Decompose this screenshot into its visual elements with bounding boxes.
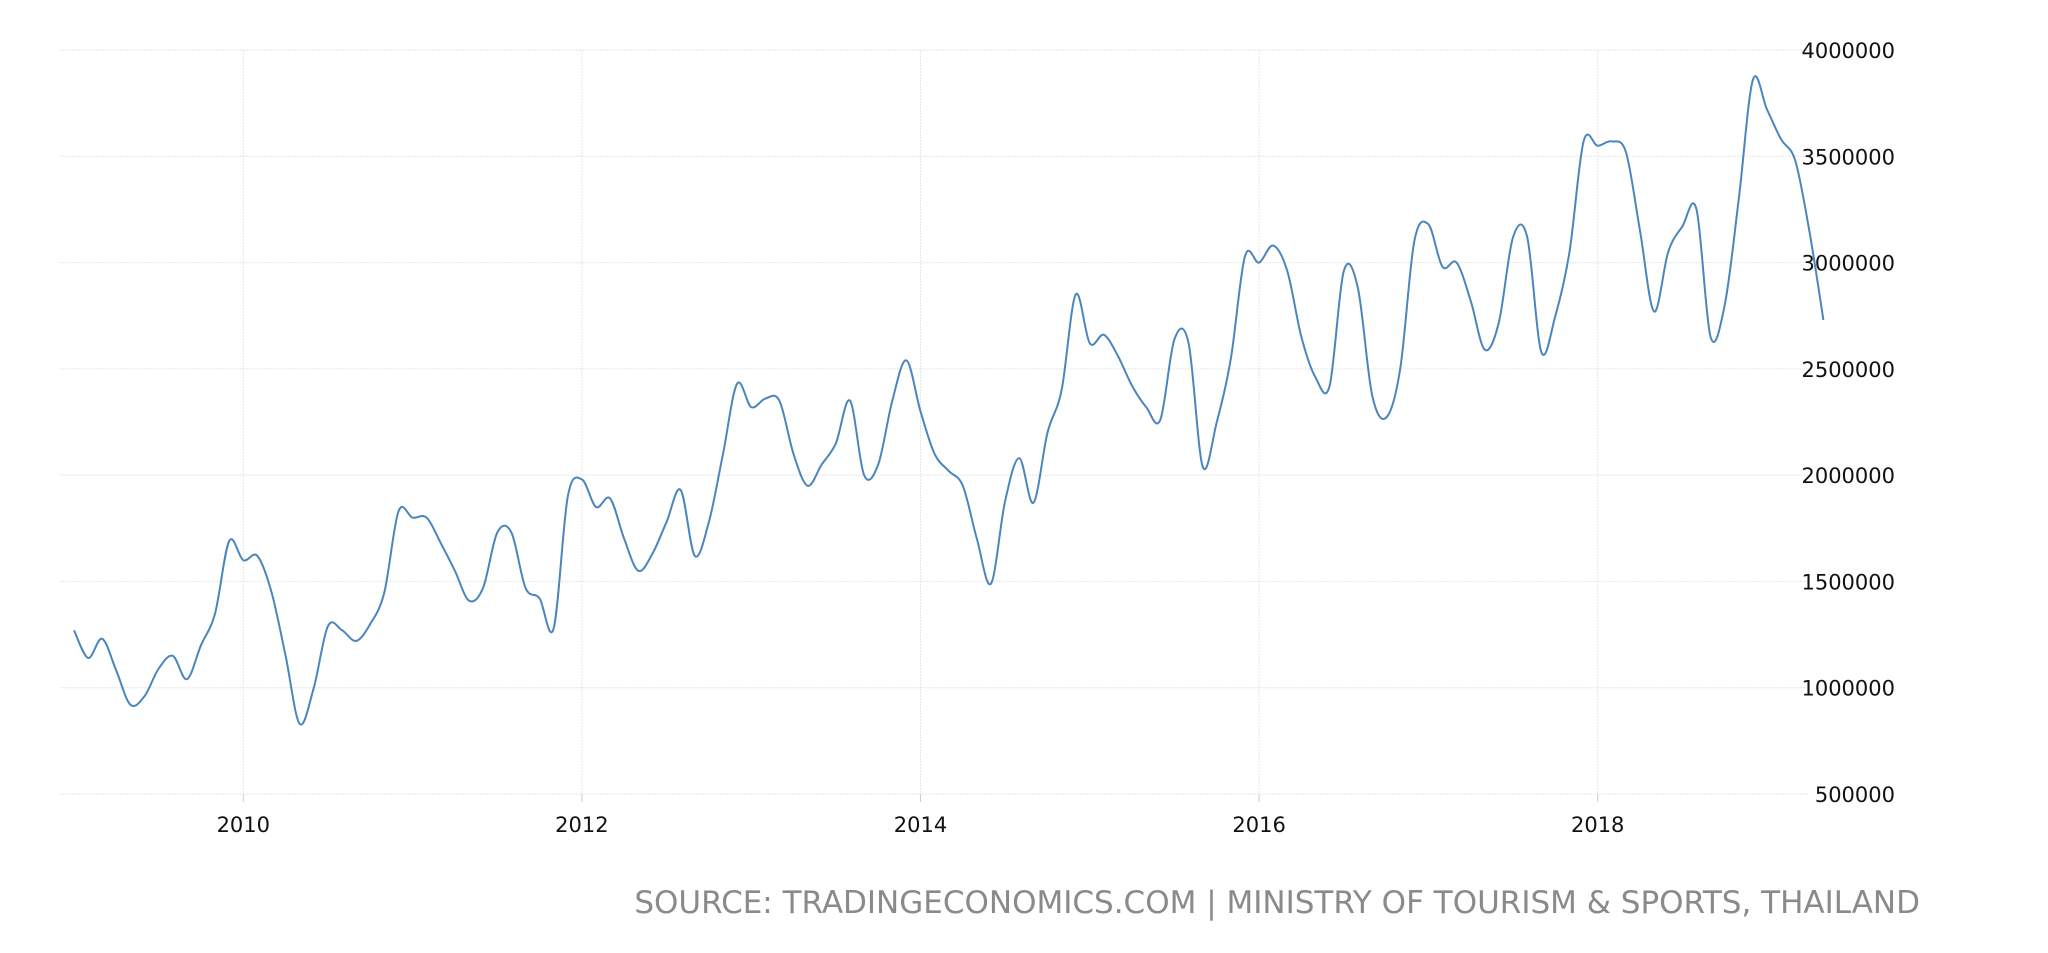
y-tick-label: 1500000	[1801, 570, 1895, 594]
series-line	[73, 75, 1825, 726]
y-tick-label: 2000000	[1801, 464, 1895, 488]
x-tick-label: 2010	[217, 813, 270, 837]
y-tick-label: 3500000	[1801, 145, 1895, 169]
x-tick-label: 2018	[1571, 813, 1624, 837]
grid	[60, 49, 1810, 795]
y-tick-label: 2500000	[1801, 358, 1895, 382]
y-tick-label: 500000	[1815, 783, 1895, 807]
source-label: SOURCE: TRADINGECONOMICS.COM | MINISTRY …	[634, 885, 1920, 921]
x-axis: 2010 2012 2014 2016 2018	[217, 794, 1624, 837]
y-tick-label: 4000000	[1801, 39, 1895, 63]
x-tick-label: 2016	[1232, 813, 1285, 837]
x-tick-label: 2012	[555, 813, 608, 837]
x-tick-label: 2014	[894, 813, 947, 837]
y-tick-label: 3000000	[1801, 252, 1895, 276]
y-tick-label: 1000000	[1801, 677, 1895, 701]
y-axis: 500000 1000000 1500000 2000000 2500000 300000…	[1801, 39, 1895, 807]
